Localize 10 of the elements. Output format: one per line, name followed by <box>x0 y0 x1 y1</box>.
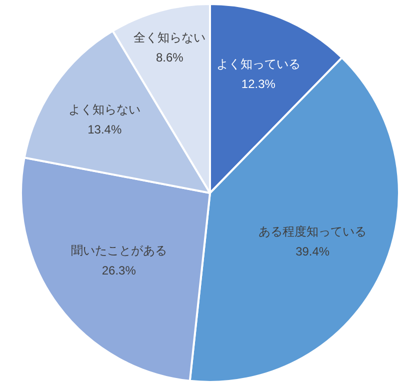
data-label: 13.4% <box>88 122 122 136</box>
slice-label: よく知らない <box>68 102 141 116</box>
data-label: 39.4% <box>296 244 330 258</box>
slice-label: 全く知らない <box>134 30 206 44</box>
data-label: 8.6% <box>156 50 184 64</box>
slice-label: 聞いたことがある <box>70 244 167 258</box>
slice-label: よく知っている <box>216 56 300 71</box>
data-label: 26.3% <box>102 264 136 278</box>
data-label: 12.3% <box>241 76 276 91</box>
slice-label: ある程度知っている <box>258 224 367 238</box>
